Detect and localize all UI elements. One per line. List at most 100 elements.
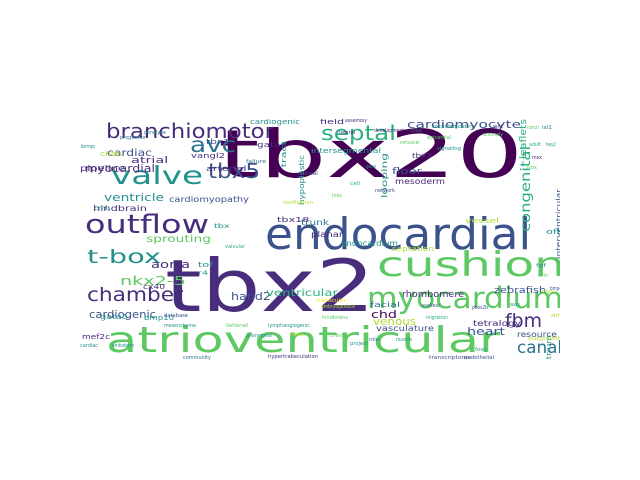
cloud-word: mef2c [82,333,111,341]
cloud-word: foxc [475,347,488,353]
cloud-word: cardiomyopathy [169,195,250,204]
cloud-word: atrial [131,156,169,166]
cloud-word: hypoplastic [298,154,306,205]
cloud-word: enhancer [400,140,421,146]
cloud-word: bmp10 [144,314,175,322]
cloud-word: mesenchyme [164,323,197,329]
cloud-word: hox [527,165,538,171]
cloud-word: lymphangiogenic [268,323,310,329]
cloud-word: failure [246,159,266,165]
cloud-word: ossification [283,200,314,206]
cloud-word: shh [551,313,560,319]
cloud-word: floor [392,167,423,177]
cloud-word: development [374,128,405,134]
cloud-word: tetralogy [473,319,522,328]
cloud-word: notch [527,125,540,131]
cloud-word: cushion [377,245,560,285]
cloud-word: vessel [465,217,500,225]
cloud-word: cardiomyocyte [407,119,521,131]
cloud-word: regulatory [450,124,474,130]
cloud-word: mesoderm [395,177,445,186]
cloud-word: endocardial [265,209,532,260]
cloud-word: interventricular [555,189,560,259]
cloud-word: cardiac [80,343,99,349]
cloud-word: tbx1 [206,138,231,146]
cloud-word: migration [426,315,449,321]
cloud-word: cmb [94,205,110,212]
cloud-word: cardiac [107,148,153,159]
cloud-word: resource [517,330,558,339]
cloud-word: endocardium [341,239,398,248]
cloud-word: intersegmental [311,147,382,155]
cloud-word: canal [517,338,560,358]
cloud-word: anomaly [483,132,504,138]
cloud-word: role [369,337,380,343]
cloud-word: community [183,355,212,361]
cloud-word: cx40 [143,283,166,291]
cloud-word: tbx20 [218,119,524,193]
cloud-word: genotype [144,130,167,136]
cloud-word: avc [190,133,237,157]
cloud-word: endoderm [112,343,135,349]
cloud-word: network [375,188,396,194]
cloud-word: sinus [541,289,555,295]
cloud-word: chamber [87,284,183,306]
cloud-word: fbm [505,310,543,332]
cloud-word: cardiogenic [250,119,300,126]
cloud-word: assembly [345,119,368,124]
cloud-word: axis [510,302,521,308]
cloud-word: myocardium [367,281,560,315]
cloud-word: oft [546,228,560,236]
cloud-word: phox2b [472,305,489,311]
cloud-word: lateral [226,323,248,329]
cloud-word: transcriptome [429,355,472,361]
cloud-word: septal [321,121,397,145]
cloud-word: zebrafish [494,286,547,296]
cloud-word: adult [529,142,542,148]
cloud-word: gene [366,164,376,170]
cloud-word: tbx [214,223,230,230]
cloud-word: facial [370,301,401,309]
cloud-word: vangl2 [191,152,226,160]
cloud-word: isl1 [542,125,553,131]
cloud-word: annotation [432,124,457,130]
cloud-word: valve [111,161,203,190]
cloud-word: tbx2 [165,244,375,328]
cloud-word: project [350,341,369,347]
cloud-word: pipeline [80,164,126,173]
cloud-word: endothelial [464,355,495,361]
cloud-word: tbx18 [277,216,310,224]
cloud-word: nodal [290,332,304,338]
cloud-word: nkx2-5 [120,274,187,288]
cloud-word: branchiomotor [106,119,274,143]
cloud-word: hindbrain [93,204,148,213]
cloud-word: epicardial [427,135,451,141]
cloud-word: atrioventricular [106,320,501,360]
cloud-word: t-box [87,246,162,268]
cloud-word: field [320,119,345,126]
cloud-word: venous [373,315,417,328]
cloud-word: cardiogenic [89,308,157,321]
cloud-word: msx [532,155,542,161]
cloud-word: hypertrabeculation [268,354,319,360]
cloud-word: tract [280,140,288,168]
cloud-word: tbx5 [208,159,261,183]
cloud-word: cell [350,181,361,187]
cloud-word: ventricular [266,288,339,299]
cloud-word: outflow [85,210,210,240]
cloud-word: loss [332,193,343,199]
cloud-word: database [164,313,188,319]
cloud-word: chd [371,308,398,321]
cloud-word: gata5 [100,313,129,321]
cloud-word: arterial [206,165,247,173]
cloud-word: signaling [437,146,462,152]
cloud-word: muscle [396,337,413,343]
cloud-word: hindbrains [322,315,348,321]
cloud-word: trabecular [316,298,347,304]
cloud-word: valvular [225,244,246,250]
cloud-word: ecm [538,273,549,279]
cloud-word: aorta [151,258,191,271]
cloud-word: rhombomere [402,290,464,300]
cloud-word: sprouting [146,234,211,245]
cloud-word: tof [198,261,214,269]
